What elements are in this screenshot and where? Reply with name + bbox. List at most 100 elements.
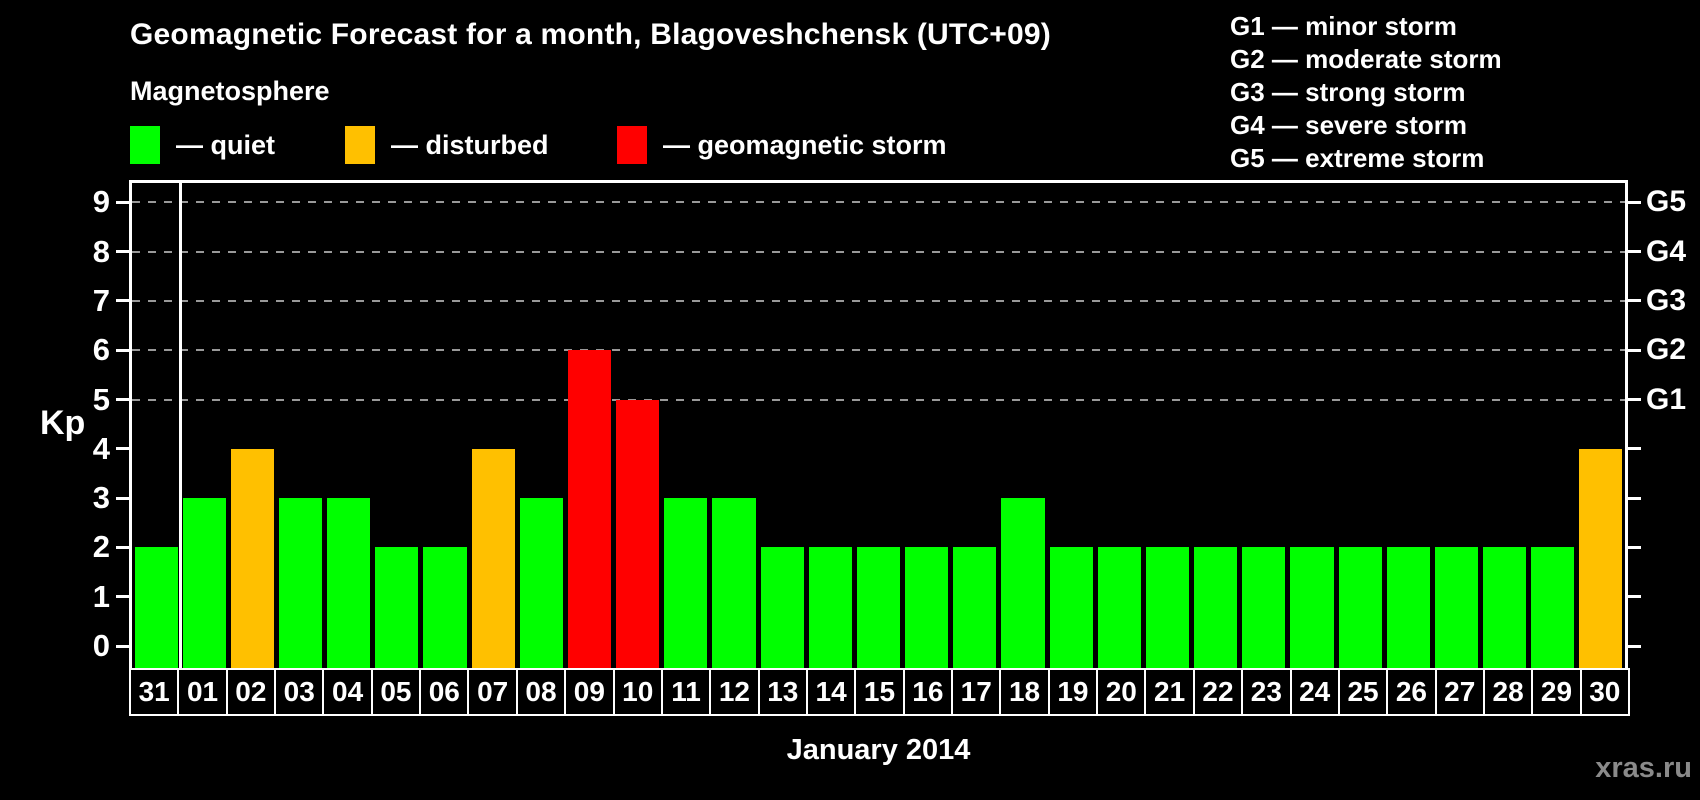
x-axis-day-label: 20: [1096, 668, 1147, 716]
legend-item-quiet: — quiet: [130, 126, 275, 164]
y-axis-tick: [116, 348, 129, 352]
watermark: xras.ru: [1595, 752, 1692, 784]
bar-day-08: [519, 498, 563, 668]
right-axis-tick: [1628, 496, 1641, 500]
bar-day-14: [808, 547, 852, 668]
x-axis-day-label: 25: [1337, 668, 1389, 716]
bar-day-12: [712, 498, 756, 668]
y-axis-tick-label: 2: [92, 529, 110, 565]
y-axis-tick-label: 0: [92, 628, 110, 663]
y-axis-tick-label: 9: [92, 184, 110, 220]
x-axis-day-label: 17: [951, 668, 1002, 716]
x-axis-day-label: 07: [467, 668, 518, 716]
x-axis-day-label: 19: [1047, 668, 1099, 716]
x-axis-day-label: 03: [274, 668, 325, 716]
disturbed-color-swatch: [345, 126, 375, 164]
storm-color-swatch: [617, 126, 647, 164]
bar-day-09: [567, 350, 612, 668]
legend-item-storm: — geomagnetic storm: [617, 126, 947, 164]
right-axis-tick: [1628, 545, 1641, 549]
quiet-color-swatch: [130, 126, 160, 164]
g-scale-label-G3: G3: [1646, 283, 1687, 317]
bar-day-20: [1097, 547, 1141, 668]
y-axis-tick: [116, 299, 129, 303]
x-axis-day-label: 26: [1386, 668, 1437, 716]
x-axis-day-label: 15: [854, 668, 905, 716]
x-axis-day-label: 21: [1144, 668, 1195, 716]
bar-day-28: [1483, 547, 1527, 668]
g-scale-legend: G1 — minor storm G2 — moderate storm G3 …: [1230, 10, 1502, 175]
x-axis-day-label: 12: [709, 668, 760, 716]
bar-day-26: [1386, 547, 1430, 668]
gridline-kp-6: [132, 349, 1625, 352]
x-axis-day-label: 16: [902, 668, 954, 716]
bar-day-07: [471, 448, 515, 668]
legend-item-label: — quiet: [176, 129, 275, 160]
bar-day-18: [1001, 498, 1045, 668]
y-axis-tick-label: 7: [92, 282, 110, 318]
right-axis-tick: [1628, 398, 1641, 401]
bar-day-13: [760, 547, 804, 668]
y-axis-tick: [116, 250, 129, 254]
g-legend-line: G5 — extreme storm: [1230, 143, 1485, 173]
bar-day-24: [1290, 547, 1334, 668]
plot-border: [129, 180, 1628, 668]
y-axis-tick: [116, 447, 129, 451]
y-axis-tick: [116, 398, 129, 401]
x-axis-day-label: 08: [515, 668, 567, 716]
y-axis-tick-label: 3: [92, 480, 110, 516]
bar-day-21: [1145, 547, 1190, 668]
bar-day-01: [182, 498, 226, 668]
x-axis-title: January 2014: [786, 734, 971, 766]
bar-day-30: [1579, 448, 1623, 668]
y-axis-tick: [116, 644, 129, 648]
x-axis-day-label: 28: [1482, 668, 1534, 716]
y-axis-tick-label: 8: [92, 233, 110, 269]
bar-day-17: [953, 547, 997, 668]
x-axis-day-label: 27: [1434, 668, 1485, 716]
x-axis-day-label: 04: [322, 668, 373, 716]
y-axis-title: Kp: [40, 404, 86, 442]
right-axis-tick: [1628, 200, 1641, 204]
magnetosphere-legend-title: Magnetosphere: [130, 76, 330, 106]
g-scale-label-G4: G4: [1646, 234, 1687, 268]
x-axis-day-label: 10: [612, 668, 663, 716]
g-legend-line: G3 — strong storm: [1230, 77, 1466, 107]
bar-day-06: [423, 547, 467, 668]
bar-day-22: [1194, 547, 1238, 668]
y-axis-tick: [116, 545, 129, 549]
bar-day-10: [616, 399, 660, 668]
g-scale-label-G1: G1: [1646, 382, 1687, 416]
y-axis-tick: [116, 595, 129, 599]
x-axis-day-label: 22: [1192, 668, 1244, 716]
x-axis-day-label: 30: [1579, 668, 1630, 716]
bar-day-04: [327, 498, 371, 668]
gridline-kp-9: [132, 201, 1625, 204]
legend-item-label: — geomagnetic storm: [663, 129, 947, 160]
bar-day-25: [1338, 547, 1382, 668]
x-axis-day-label: 31: [129, 668, 180, 716]
month-separator-line: [178, 183, 182, 668]
y-axis-tick: [116, 200, 129, 204]
bar-day-27: [1434, 547, 1478, 668]
legend-item-label: — disturbed: [391, 129, 549, 160]
right-axis-tick: [1628, 299, 1641, 303]
bar-day-16: [905, 547, 949, 668]
gridline-kp-7: [132, 299, 1625, 302]
y-axis-tick-label: 6: [92, 332, 110, 368]
y-axis-tick-label: 4: [92, 430, 110, 466]
g-legend-line: G2 — moderate storm: [1230, 44, 1502, 74]
x-axis-day-label: 13: [757, 668, 808, 716]
bar-day-15: [856, 547, 901, 668]
x-axis-day-label: 23: [1241, 668, 1292, 716]
right-axis-tick: [1628, 644, 1641, 648]
bar-day-31: [134, 547, 178, 668]
bar-day-19: [1049, 547, 1093, 668]
x-axis-day-label: 01: [177, 668, 228, 716]
right-axis-tick: [1628, 250, 1641, 254]
y-axis-tick-label: 5: [92, 381, 110, 417]
bar-day-03: [278, 498, 323, 668]
g-scale-label-G5: G5: [1646, 185, 1687, 219]
bar-day-11: [664, 498, 708, 668]
